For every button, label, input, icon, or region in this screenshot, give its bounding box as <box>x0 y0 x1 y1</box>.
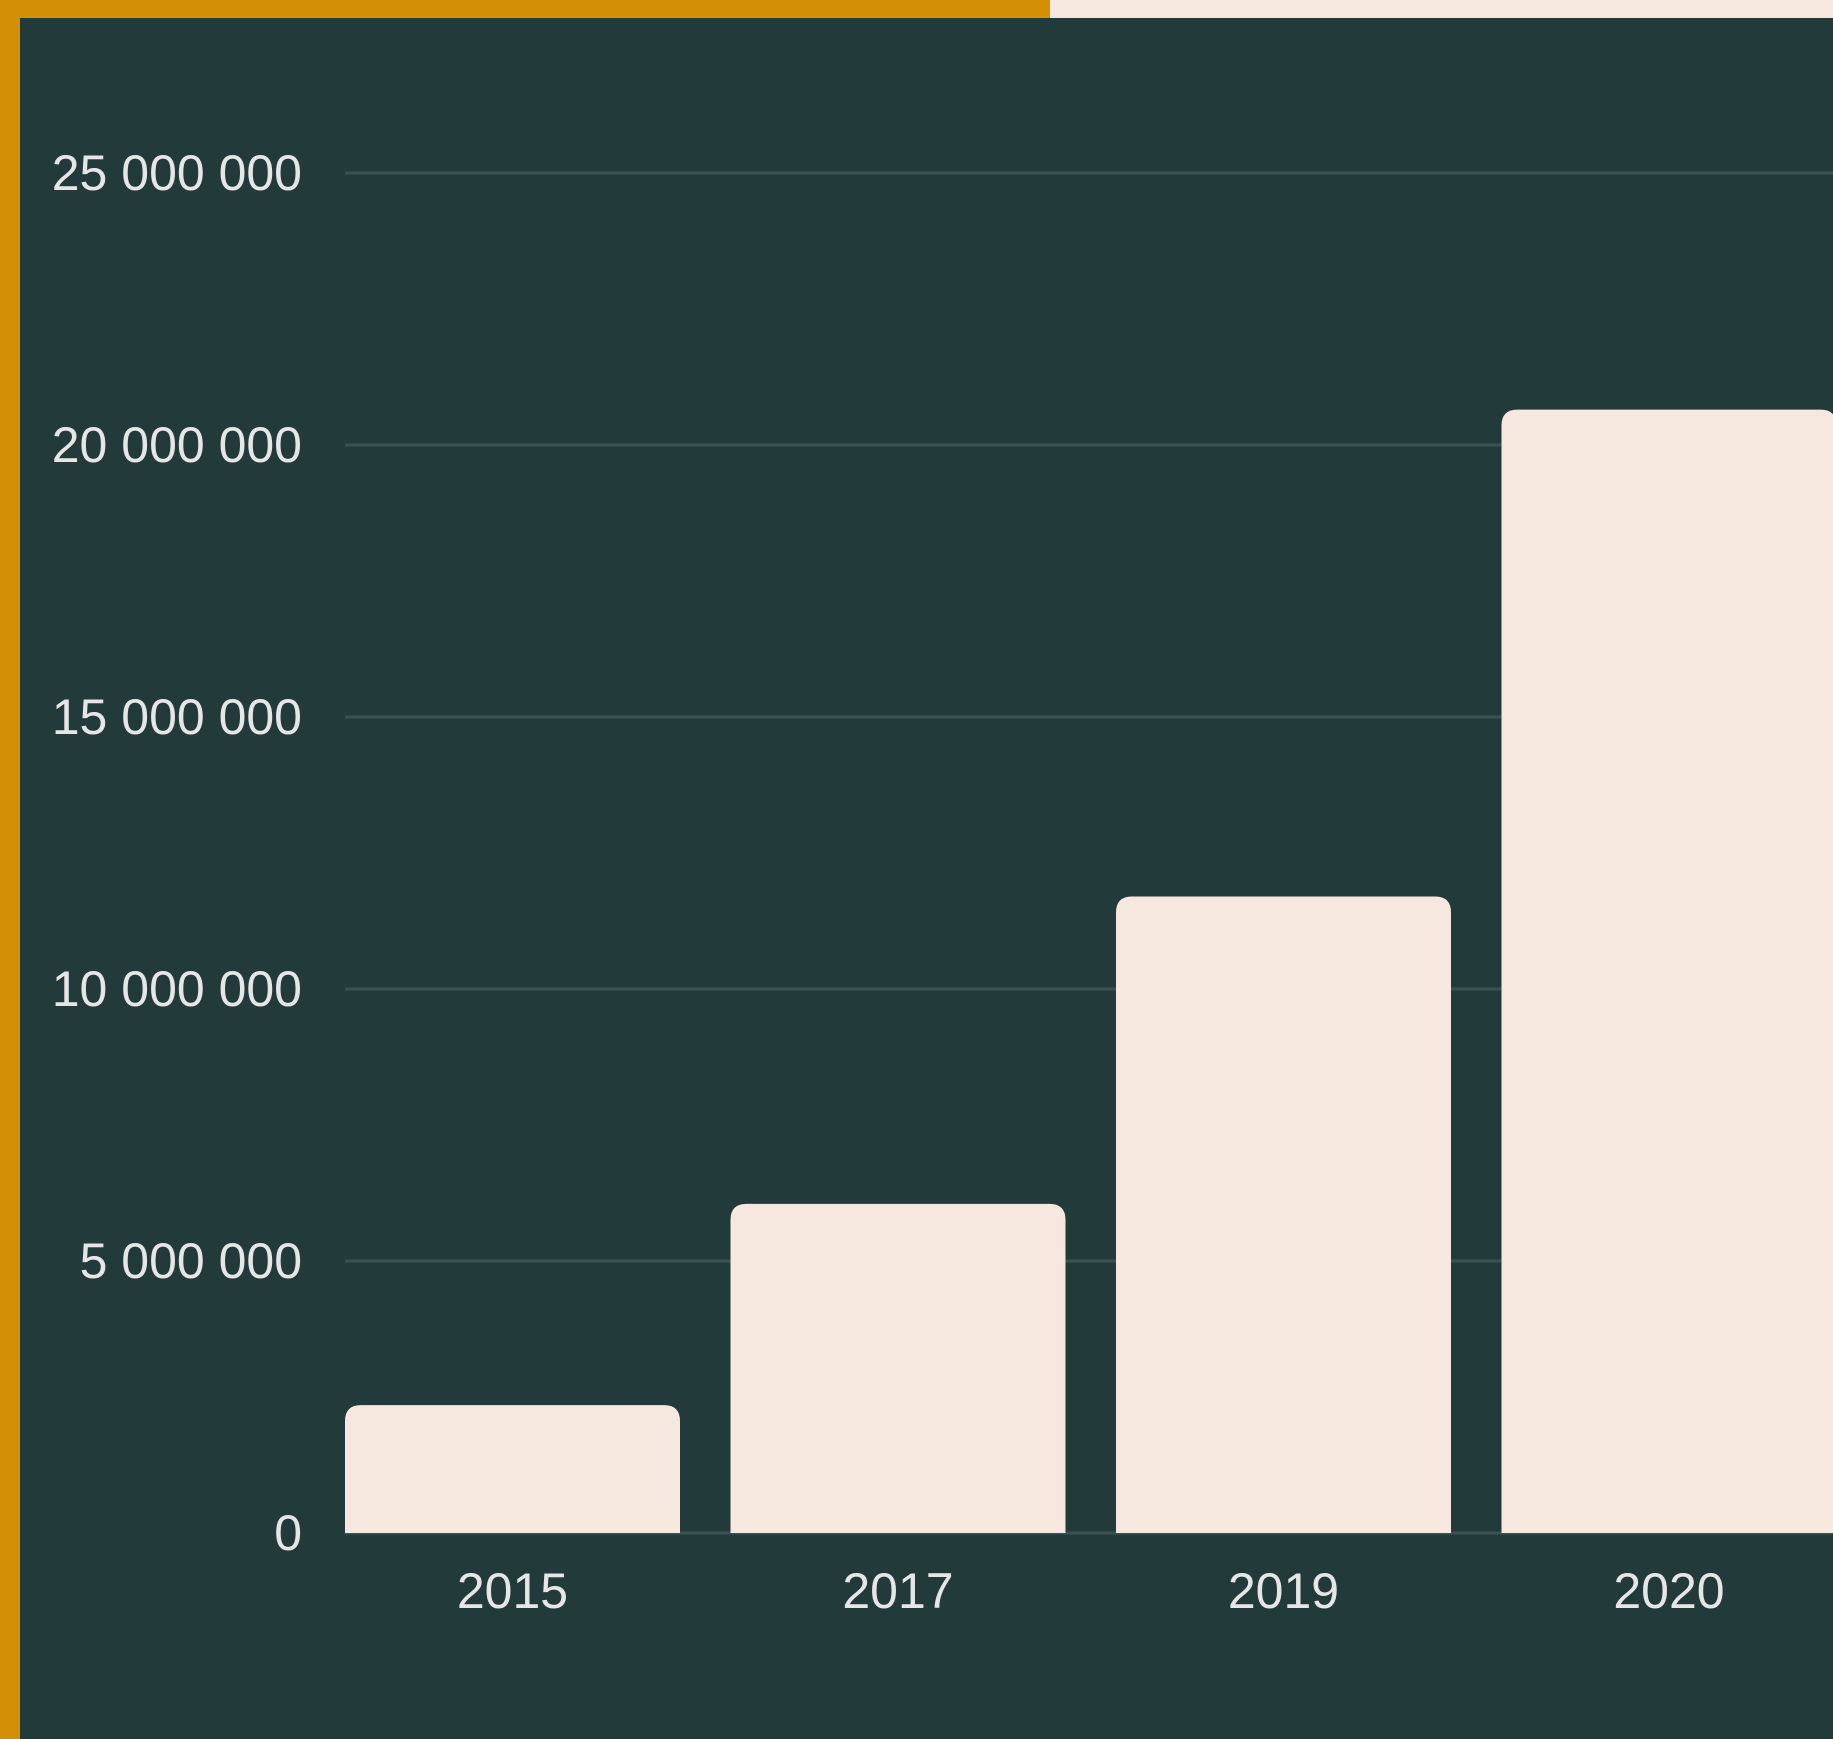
bar-2017 <box>730 1203 1066 1533</box>
x-tick-label: 2015 <box>457 1563 568 1619</box>
bar-2015 <box>345 1405 680 1533</box>
x-axis-ticks: 2015 2017 2019 2020 <box>457 1563 1725 1619</box>
y-tick-label: 10 000 000 <box>52 961 302 1017</box>
x-tick-label: 2019 <box>1228 1563 1339 1619</box>
top-light-stripe <box>1050 0 1833 18</box>
y-tick-label: 25 000 000 <box>52 145 302 201</box>
bars <box>345 409 1833 1533</box>
x-tick-label: 2020 <box>1613 1563 1724 1619</box>
y-tick-label: 5 000 000 <box>80 1233 302 1289</box>
x-tick-label: 2017 <box>842 1563 953 1619</box>
y-tick-label: 20 000 000 <box>52 417 302 473</box>
y-axis-ticks: 0 5 000 000 10 000 000 15 000 000 20 000 000… <box>52 145 302 1561</box>
y-tick-label: 0 <box>274 1505 302 1561</box>
left-accent-stripe <box>0 0 20 1739</box>
top-accent-stripe <box>0 0 1050 18</box>
bar-2020 <box>1501 409 1833 1533</box>
bar-2019 <box>1116 896 1451 1533</box>
y-tick-label: 15 000 000 <box>52 689 302 745</box>
